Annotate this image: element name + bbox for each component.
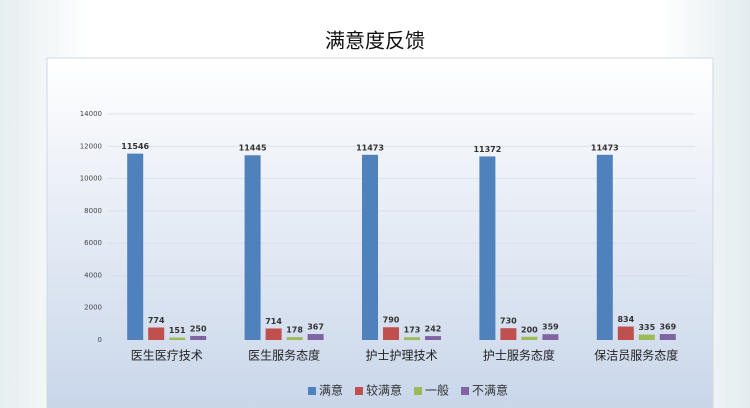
bar [127, 153, 144, 340]
x-tick-label: 护士服务态度 [483, 348, 555, 363]
bar [383, 327, 399, 340]
bar [148, 327, 165, 340]
y-tick-label: 2000 [84, 304, 102, 312]
bar [479, 156, 496, 340]
data-label: 200 [521, 325, 538, 334]
legend-swatch [414, 387, 423, 395]
data-label: 11473 [356, 143, 384, 152]
bar [500, 328, 517, 340]
data-label: 335 [638, 323, 655, 332]
x-tick-label: 护士护理技术 [365, 349, 437, 363]
y-tick-label: 6000 [84, 239, 102, 247]
data-label: 367 [307, 323, 324, 332]
data-label: 151 [169, 326, 186, 335]
data-label: 730 [500, 317, 517, 326]
bar [362, 154, 378, 340]
chart-title: 满意度反馈 [325, 29, 425, 53]
data-label: 834 [617, 315, 634, 324]
legend-label: 不满意 [472, 383, 508, 398]
bar [542, 334, 559, 340]
data-label: 250 [190, 324, 207, 333]
y-tick-label: 4000 [84, 271, 102, 279]
legend-swatch [461, 387, 470, 395]
bar [190, 335, 207, 340]
bar [425, 336, 441, 340]
bar [659, 334, 676, 340]
legend-swatch [355, 387, 364, 395]
legend-label: 满意 [319, 383, 343, 398]
data-label: 11473 [591, 143, 619, 152]
bar [307, 334, 324, 340]
data-label: 714 [265, 317, 282, 326]
x-tick-label: 保洁员服务态度 [594, 348, 678, 363]
legend-swatch [308, 387, 316, 395]
bar [404, 337, 420, 340]
data-label: 11546 [121, 142, 149, 151]
data-label: 173 [404, 326, 421, 335]
data-label: 178 [286, 326, 303, 335]
y-tick-label: 14000 [80, 110, 102, 118]
y-tick-label: 8000 [84, 207, 102, 215]
data-label: 11372 [473, 145, 501, 154]
y-tick-label: 10000 [80, 175, 102, 183]
bar [596, 154, 613, 340]
bar [244, 155, 261, 340]
data-label: 774 [148, 316, 165, 325]
bar [521, 336, 538, 340]
legend-label: 一般 [425, 383, 449, 398]
bar [265, 328, 282, 340]
bar [286, 337, 303, 340]
bar [638, 334, 655, 340]
data-label: 11445 [239, 144, 267, 153]
data-label: 369 [659, 323, 676, 332]
y-tick-label: 12000 [80, 142, 102, 150]
x-tick-label: 医生医疗技术 [131, 349, 203, 363]
bar [169, 337, 186, 340]
data-label: 242 [425, 325, 442, 334]
bar [617, 326, 634, 340]
data-label: 359 [542, 323, 559, 332]
legend-label: 较满意 [366, 383, 402, 398]
data-label: 790 [383, 316, 400, 325]
y-tick-label: 0 [98, 336, 102, 344]
x-tick-label: 医生服务态度 [248, 348, 320, 363]
